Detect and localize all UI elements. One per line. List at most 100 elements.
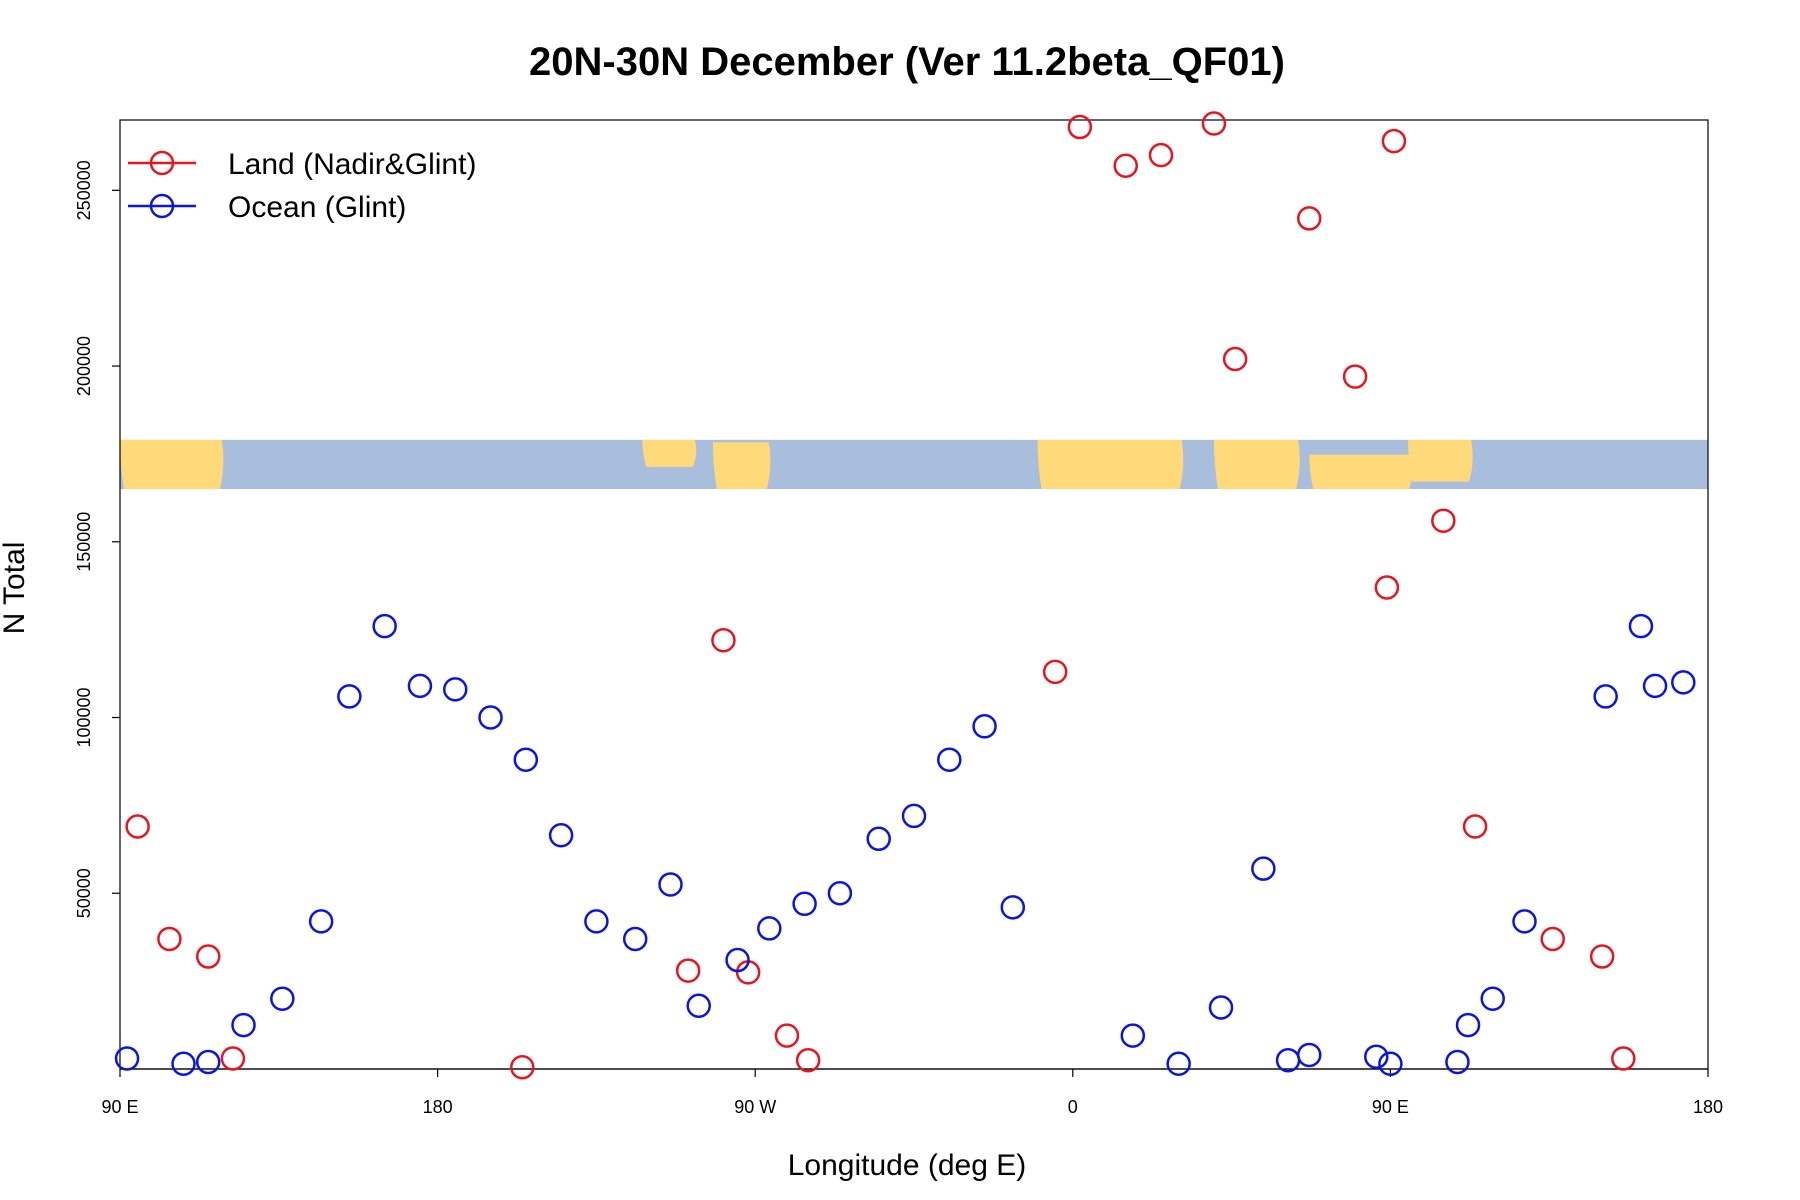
- legend-label-ocean: Ocean (Glint): [228, 191, 406, 224]
- ocean-point: [478, 705, 503, 730]
- legend-marker-land: [149, 150, 175, 176]
- ocean-point: [584, 909, 609, 934]
- ocean-point: [866, 826, 891, 852]
- legend: Land (Nadir&Glint) Ocean (Glint): [128, 148, 476, 224]
- ocean-point: [1208, 995, 1234, 1020]
- legend-item-ocean: Ocean (Glint): [128, 191, 406, 224]
- ocean-point: [972, 714, 997, 739]
- ocean-point: [1000, 895, 1026, 920]
- ocean-point: [372, 613, 397, 639]
- map-land-2: [712, 442, 771, 490]
- x-axis-label: Longitude (deg E): [788, 1149, 1027, 1182]
- ocean-point: [1120, 1023, 1146, 1048]
- x-tick-label: 90 W: [734, 1097, 776, 1117]
- ocean-point: [1166, 1051, 1191, 1076]
- x-tick-label: 90 E: [1372, 1097, 1409, 1117]
- ocean-point: [548, 823, 574, 848]
- ocean-point: [1275, 1047, 1301, 1073]
- land-point: [157, 926, 182, 952]
- ocean-point: [1296, 1042, 1322, 1068]
- land-point: [195, 944, 221, 969]
- map-land-6: [1408, 439, 1473, 482]
- land-point: [1462, 814, 1488, 839]
- ocean-point: [1628, 613, 1654, 639]
- ocean-point: [1671, 670, 1696, 695]
- ocean-point: [171, 1051, 196, 1076]
- x-axis: 90 E 180 90 W 0 90 E 180: [101, 1068, 1723, 1117]
- land-point: [795, 1047, 821, 1073]
- ocean-point: [231, 1012, 256, 1038]
- y-tick-label: 150000: [74, 512, 94, 572]
- land-point: [125, 814, 150, 839]
- ocean-point: [1480, 986, 1505, 1011]
- ocean-point: [725, 947, 750, 973]
- land-point: [1148, 142, 1174, 168]
- ocean-point: [757, 916, 782, 941]
- ocean-point: [1512, 909, 1537, 934]
- land-point: [1042, 659, 1068, 685]
- ocean-point: [114, 1046, 140, 1071]
- ocean-point: [1455, 1012, 1481, 1038]
- land-point: [1589, 944, 1615, 969]
- series-land: [125, 111, 1636, 1080]
- world-map-band: [120, 439, 1708, 490]
- x-tick-label: 90 E: [101, 1097, 138, 1117]
- legend-item-land: Land (Nadir&Glint): [128, 148, 476, 181]
- x-tick-label: 180: [423, 1097, 453, 1117]
- ocean-point: [937, 747, 962, 772]
- map-land-5: [1309, 454, 1413, 490]
- land-point: [510, 1054, 535, 1080]
- ocean-point: [622, 926, 648, 952]
- land-point: [1296, 206, 1322, 231]
- y-tick-label: 250000: [74, 160, 94, 220]
- ocean-point: [827, 881, 853, 906]
- ocean-point: [1593, 684, 1618, 709]
- plot-frame: [119, 119, 1709, 1070]
- ocean-point: [407, 673, 433, 699]
- ocean-point: [1642, 673, 1668, 699]
- map-land-3: [1037, 439, 1184, 490]
- land-point: [1431, 508, 1456, 533]
- x-tick-label: 180: [1693, 1097, 1723, 1117]
- legend-marker-ocean: [149, 193, 175, 219]
- ocean-point: [442, 677, 468, 702]
- ocean-point: [658, 872, 683, 897]
- map-land-1: [642, 439, 697, 467]
- data-series: [114, 111, 1696, 1080]
- map-land-0: [120, 439, 224, 490]
- ocean-point: [513, 747, 539, 772]
- ocean-point: [686, 993, 711, 1018]
- land-point: [711, 627, 736, 653]
- ocean-point: [1445, 1049, 1470, 1075]
- series-ocean: [114, 613, 1696, 1076]
- ocean-point: [1378, 1051, 1403, 1076]
- land-point: [1113, 153, 1138, 178]
- land-point: [1201, 111, 1227, 136]
- land-point: [675, 958, 701, 983]
- ocean-point: [1364, 1044, 1389, 1069]
- ocean-point: [1251, 856, 1276, 881]
- land-point: [1067, 114, 1093, 140]
- y-axis: 50000 100000 150000 200000 250000: [74, 160, 120, 918]
- ocean-point: [308, 909, 334, 934]
- land-point: [1381, 128, 1407, 154]
- land-point: [1611, 1046, 1636, 1071]
- land-point: [1374, 575, 1400, 600]
- y-tick-label: 50000: [74, 868, 94, 918]
- land-point: [1342, 364, 1368, 389]
- y-axis-label: N Total: [0, 542, 31, 635]
- x-tick-label: 0: [1068, 1097, 1078, 1117]
- land-point: [774, 1023, 800, 1048]
- ocean-point: [901, 803, 927, 829]
- legend-label-land: Land (Nadir&Glint): [228, 148, 476, 181]
- map-land-4: [1213, 439, 1300, 490]
- land-point: [1540, 926, 1565, 952]
- land-point: [1222, 346, 1248, 372]
- ocean-point: [270, 986, 295, 1011]
- chart-title: 20N-30N December (Ver 11.2beta_QF01): [529, 40, 1285, 84]
- ocean-point: [792, 891, 817, 917]
- y-tick-label: 200000: [74, 336, 94, 396]
- land-point: [220, 1046, 246, 1071]
- ocean-point: [337, 684, 362, 709]
